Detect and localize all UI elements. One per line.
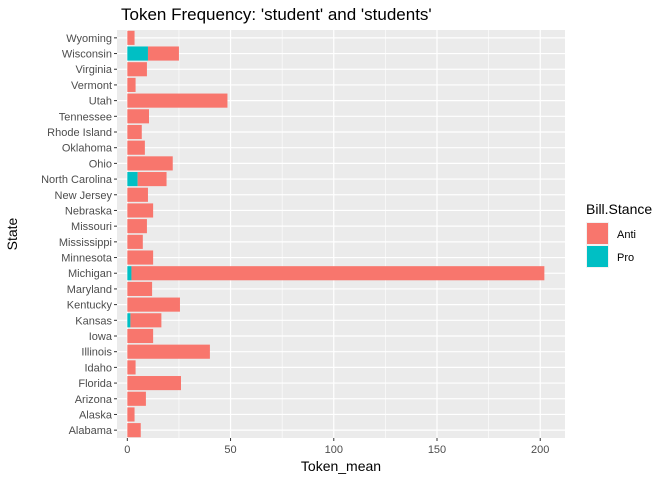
y-tick-label: Maryland	[67, 284, 112, 296]
y-tick-label: Rhode Island	[47, 127, 112, 139]
bar-pro-michigan	[127, 266, 132, 281]
chart-title: Token Frequency: 'student' and 'students…	[121, 5, 432, 24]
y-tick-label: Utah	[89, 96, 112, 108]
bar-anti-north-carolina	[137, 172, 167, 187]
y-tick-label: Alaska	[79, 409, 113, 421]
y-tick-label: Minnesota	[61, 253, 113, 265]
legend-title: Bill.Stance	[586, 201, 652, 217]
y-tick-label: Wyoming	[66, 33, 112, 45]
y-tick-label: Kansas	[75, 315, 112, 327]
legend-swatch-anti	[587, 223, 608, 244]
bar-anti-kansas	[130, 313, 162, 328]
y-tick-label: Arizona	[75, 394, 113, 406]
bar-anti-oklahoma	[127, 140, 145, 155]
y-tick-label: Illinois	[81, 347, 112, 359]
plot-panel	[117, 30, 565, 438]
bar-anti-rhode-island	[127, 124, 142, 140]
y-tick-label: Ohio	[89, 158, 112, 170]
bar-anti-minnesota	[127, 250, 154, 265]
y-tick-label: Oklahoma	[62, 143, 113, 155]
y-tick-label: Mississippi	[59, 237, 112, 249]
bar-anti-mississippi	[127, 234, 143, 249]
bar-anti-vermont	[127, 77, 136, 92]
x-axis-ticks: 0 50 100 150 200	[124, 438, 549, 456]
y-tick-label: Iowa	[89, 331, 113, 343]
x-tick-label: 0	[124, 444, 130, 456]
y-tick-label: Michigan	[68, 268, 112, 280]
bar-anti-idaho	[127, 360, 136, 375]
bar-anti-alaska	[127, 407, 135, 422]
legend: Bill.Stance Anti Pro	[586, 201, 652, 268]
y-tick-label: Idaho	[84, 362, 112, 374]
bar-anti-florida	[127, 376, 181, 391]
x-tick-label: 150	[428, 444, 446, 456]
x-tick-label: 50	[224, 444, 236, 456]
y-tick-label: Kentucky	[67, 300, 113, 312]
y-tick-label: Virginia	[76, 64, 113, 76]
y-axis-title: State	[4, 217, 20, 250]
legend-label-anti: Anti	[617, 229, 636, 241]
bar-pro-wisconsin	[127, 46, 148, 61]
y-axis-ticks: Wyoming Wisconsin Virginia Vermont Utah Tenne…	[41, 33, 117, 437]
bar-anti-tennessee	[127, 109, 149, 124]
bar-anti-new-jersey	[127, 187, 148, 202]
bar-anti-michigan	[131, 266, 545, 281]
y-tick-label: New Jersey	[55, 190, 113, 202]
x-tick-label: 200	[531, 444, 549, 456]
bar-anti-ohio	[127, 156, 173, 171]
bar-anti-missouri	[127, 219, 147, 234]
y-tick-label: Nebraska	[65, 205, 113, 217]
y-tick-label: Wisconsin	[62, 49, 112, 61]
bar-pro-kansas	[127, 313, 131, 328]
bar-anti-illinois	[127, 344, 210, 359]
bar-anti-wisconsin	[147, 46, 179, 61]
y-tick-label: Tennessee	[59, 111, 112, 123]
x-tick-label: 100	[325, 444, 343, 456]
legend-swatch-pro	[587, 246, 608, 267]
bar-anti-kentucky	[127, 297, 180, 312]
bar-anti-utah	[127, 93, 228, 108]
y-tick-label: Vermont	[71, 80, 112, 92]
bar-anti-arizona	[127, 391, 146, 406]
y-tick-label: Alabama	[69, 425, 113, 437]
bar-anti-alabama	[127, 423, 141, 438]
y-tick-label: North Carolina	[41, 174, 113, 186]
bar-anti-virginia	[127, 62, 147, 77]
bar-anti-maryland	[127, 281, 153, 296]
bars	[127, 30, 545, 438]
x-axis-title: Token_mean	[301, 458, 381, 474]
bar-anti-wyoming	[127, 30, 135, 45]
y-tick-label: Florida	[78, 378, 113, 390]
legend-label-pro: Pro	[617, 252, 634, 264]
bar-pro-north-carolina	[127, 172, 138, 187]
bar-anti-nebraska	[127, 203, 154, 218]
bar-anti-iowa	[127, 328, 154, 344]
y-tick-label: Missouri	[71, 221, 112, 233]
